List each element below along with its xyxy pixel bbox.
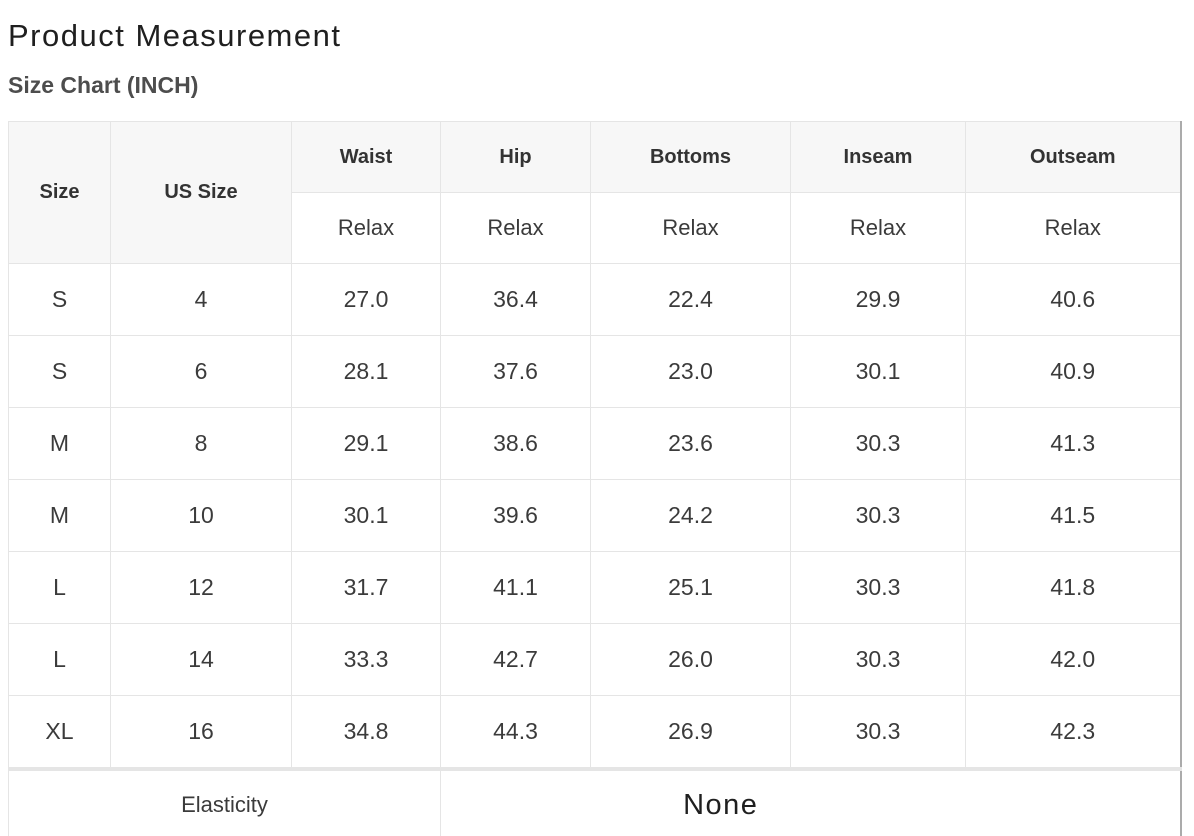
cell-bottoms: 24.2 [590,479,791,552]
cell-hip: 38.6 [440,407,591,480]
cell-waist: 33.3 [291,623,441,696]
cell-bottoms: 26.0 [590,623,791,696]
cell-outseam: 40.6 [965,263,1181,336]
cell-size: M [8,479,111,552]
size-chart-table: Size US Size Waist Hip Bottoms Inseam Ou… [8,121,1182,836]
table-row: L 12 31.7 41.1 25.1 30.3 41.8 [8,551,1181,624]
header-row-fit: Relax Relax Relax Relax Relax [9,192,1181,264]
fit-header-outseam: Relax [965,192,1181,264]
cell-size: M [8,407,111,480]
fit-header-inseam: Relax [790,192,966,264]
cell-waist: 31.7 [291,551,441,624]
cell-waist: 29.1 [291,407,441,480]
elasticity-value: None [440,767,1181,836]
table-row: M 8 29.1 38.6 23.6 30.3 41.3 [8,407,1181,480]
page-title: Product Measurement [8,18,342,53]
cell-waist: 34.8 [291,695,441,770]
cell-inseam: 29.9 [790,263,966,336]
cell-bottoms: 22.4 [590,263,791,336]
cell-outseam: 41.5 [965,479,1181,552]
table-row: XL 16 34.8 44.3 26.9 30.3 42.3 [8,695,1181,770]
cell-inseam: 30.3 [790,623,966,696]
elasticity-label: Elasticity [8,767,441,836]
cell-outseam: 42.0 [965,623,1181,696]
cell-outseam: 40.9 [965,335,1181,408]
cell-inseam: 30.1 [790,335,966,408]
cell-bottoms: 23.0 [590,335,791,408]
cell-size: S [8,335,111,408]
cell-inseam: 30.3 [790,407,966,480]
cell-us-size: 8 [110,407,292,480]
cell-waist: 30.1 [291,479,441,552]
cell-inseam: 30.3 [790,479,966,552]
cell-hip: 37.6 [440,335,591,408]
fit-header-bottoms: Relax [590,192,791,264]
cell-us-size: 14 [110,623,292,696]
column-header-waist: Waist [291,121,441,193]
cell-hip: 44.3 [440,695,591,770]
cell-us-size: 12 [110,551,292,624]
table-row: S 4 27.0 36.4 22.4 29.9 40.6 [8,263,1181,336]
size-chart-heading: Size Chart (INCH) [8,72,199,98]
cell-size: S [8,263,111,336]
cell-bottoms: 25.1 [590,551,791,624]
cell-hip: 41.1 [440,551,591,624]
cell-us-size: 4 [110,263,292,336]
cell-waist: 27.0 [291,263,441,336]
cell-us-size: 6 [110,335,292,408]
column-header-outseam: Outseam [965,121,1181,193]
table-row: M 10 30.1 39.6 24.2 30.3 41.5 [8,479,1181,552]
column-header-inseam: Inseam [790,121,966,193]
cell-us-size: 16 [110,695,292,770]
column-header-us-size: US Size [110,121,292,264]
cell-inseam: 30.3 [790,695,966,770]
cell-outseam: 42.3 [965,695,1181,770]
cell-hip: 39.6 [440,479,591,552]
cell-hip: 36.4 [440,263,591,336]
table-row: S 6 28.1 37.6 23.0 30.1 40.9 [8,335,1181,408]
column-header-bottoms: Bottoms [590,121,791,193]
header-row-labels: Size US Size Waist Hip Bottoms Inseam Ou… [8,121,1181,264]
cell-us-size: 10 [110,479,292,552]
cell-hip: 42.7 [440,623,591,696]
cell-size: L [8,551,111,624]
fit-header-hip: Relax [440,192,591,264]
fit-header-waist: Relax [291,192,441,264]
elasticity-row: Elasticity None [8,767,1181,836]
cell-size: L [8,623,111,696]
column-header-hip: Hip [440,121,591,193]
cell-waist: 28.1 [291,335,441,408]
cell-outseam: 41.8 [965,551,1181,624]
column-header-size: Size [8,121,111,264]
cell-bottoms: 26.9 [590,695,791,770]
cell-bottoms: 23.6 [590,407,791,480]
cell-outseam: 41.3 [965,407,1181,480]
table-row: L 14 33.3 42.7 26.0 30.3 42.0 [8,623,1181,696]
cell-inseam: 30.3 [790,551,966,624]
cell-size: XL [8,695,111,770]
